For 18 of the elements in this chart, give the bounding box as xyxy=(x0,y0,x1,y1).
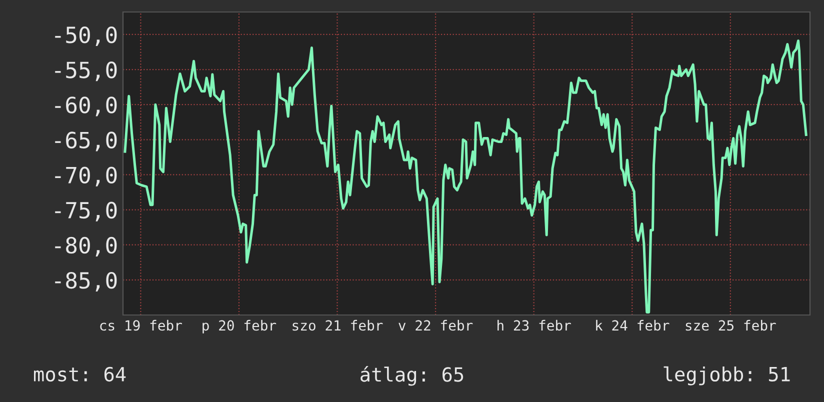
y-tick-label: -60,0 xyxy=(55,96,117,116)
y-tick-label: -80,0 xyxy=(55,236,117,256)
x-tick-label: sze 25 febr xyxy=(686,320,776,331)
x-tick-label: k 24 febr xyxy=(596,320,670,331)
text: most: 64 xyxy=(34,366,126,382)
y-tick-label: -75,0 xyxy=(55,202,117,222)
x-tick-label: v 22 febr xyxy=(398,320,473,331)
x-tick-label: szo 21 febr xyxy=(292,320,383,331)
text: legjobb: 51 xyxy=(664,366,790,386)
y-tick-label: -65,0 xyxy=(55,132,117,152)
y-tick-label: -70,0 xyxy=(55,166,117,186)
y-tick-label: -85,0 xyxy=(55,272,117,292)
x-tick-label: h 23 febr xyxy=(498,320,571,331)
x-tick-label: p 20 febr xyxy=(202,320,276,334)
x-tick-label: cs 19 febr xyxy=(100,320,182,331)
y-tick-label: -50,0 xyxy=(55,26,117,46)
text: átlag: 65 xyxy=(360,366,464,386)
y-tick-label: -55,0 xyxy=(55,62,117,82)
